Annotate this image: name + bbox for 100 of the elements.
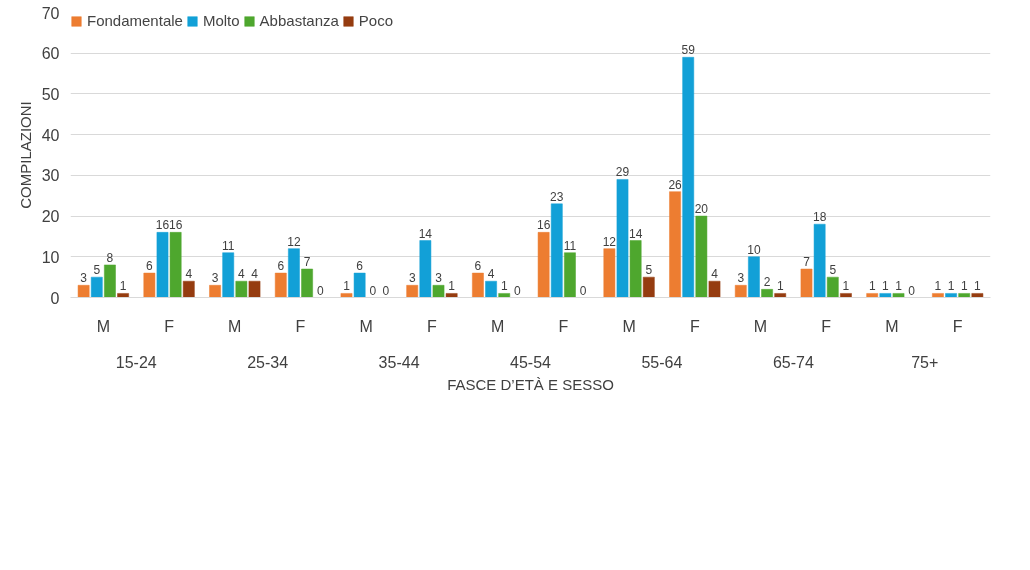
text: 25-34 bbox=[247, 353, 289, 371]
text: 45-54 bbox=[510, 353, 552, 371]
data-label: 1 bbox=[448, 279, 456, 294]
y-tick-label: 10 bbox=[41, 248, 60, 266]
bar bbox=[840, 293, 852, 298]
bar bbox=[143, 272, 156, 298]
bar bbox=[616, 179, 629, 298]
bar bbox=[945, 293, 957, 298]
data-label: 5 bbox=[645, 263, 653, 278]
bar bbox=[274, 272, 287, 298]
data-label: 0 bbox=[382, 283, 390, 298]
bar bbox=[169, 232, 182, 298]
data-label: 1 bbox=[895, 279, 903, 294]
data-label: 29 bbox=[615, 165, 630, 180]
data-label: 0 bbox=[316, 283, 324, 298]
y-tick-label: 60 bbox=[41, 45, 60, 63]
y-tick-label: 40 bbox=[41, 126, 60, 144]
bar bbox=[748, 256, 760, 298]
data-label: 3 bbox=[737, 271, 745, 286]
data-label: 1 bbox=[882, 279, 890, 294]
bar bbox=[104, 264, 116, 298]
legend-label: Poco bbox=[358, 12, 394, 29]
bar bbox=[550, 203, 563, 298]
data-label: 10 bbox=[747, 242, 761, 257]
data-label: 0 bbox=[579, 283, 587, 298]
data-label: 14 bbox=[418, 226, 433, 241]
bar bbox=[669, 191, 681, 298]
bar bbox=[734, 285, 747, 298]
x-tick-label: F bbox=[821, 317, 832, 335]
x-tick-label: M bbox=[753, 317, 768, 335]
data-label: 4 bbox=[487, 267, 495, 282]
bar bbox=[971, 293, 984, 298]
data-label: 16 bbox=[168, 218, 183, 233]
text: 15-24 bbox=[115, 353, 157, 371]
y-tick-label: 70 bbox=[41, 4, 60, 22]
bar bbox=[406, 285, 419, 298]
bar bbox=[353, 272, 366, 298]
bar bbox=[537, 232, 550, 298]
data-label: 1 bbox=[868, 279, 876, 294]
data-label: 3 bbox=[408, 271, 416, 286]
data-label: 3 bbox=[435, 271, 443, 286]
bar bbox=[485, 280, 497, 298]
y-tick-label: 30 bbox=[41, 167, 60, 185]
bar bbox=[419, 240, 432, 298]
data-label: 23 bbox=[550, 189, 564, 204]
data-label: 6 bbox=[146, 259, 154, 274]
bar bbox=[156, 232, 169, 298]
bar bbox=[813, 223, 826, 298]
bar bbox=[695, 215, 708, 298]
bar bbox=[77, 285, 90, 298]
data-label: 6 bbox=[474, 259, 482, 274]
bar bbox=[879, 293, 892, 298]
data-label: 0 bbox=[369, 283, 377, 298]
bar bbox=[826, 276, 839, 298]
bar bbox=[235, 280, 248, 298]
data-label: 20 bbox=[694, 202, 709, 217]
data-label: 16 bbox=[536, 218, 551, 233]
data-label: 16 bbox=[155, 218, 170, 233]
bar bbox=[117, 293, 129, 298]
data-label: 1 bbox=[343, 279, 351, 294]
x-tick-label: M bbox=[228, 317, 242, 335]
y-tick-label: 20 bbox=[41, 208, 60, 226]
x-tick-label: F bbox=[689, 317, 700, 335]
data-label: 1 bbox=[934, 279, 942, 294]
bar bbox=[182, 280, 195, 298]
bar bbox=[222, 252, 235, 298]
bar bbox=[708, 280, 721, 298]
data-label: 1 bbox=[119, 279, 127, 294]
data-label: 3 bbox=[80, 271, 88, 286]
data-label: 18 bbox=[812, 210, 827, 225]
x-tick-label: F bbox=[295, 317, 306, 335]
bar bbox=[472, 272, 484, 298]
data-label: 12 bbox=[602, 234, 617, 249]
bar bbox=[90, 276, 103, 298]
bar bbox=[445, 293, 458, 298]
text: 65-74 bbox=[772, 353, 814, 371]
data-label: 2 bbox=[763, 275, 771, 290]
data-label: 26 bbox=[668, 177, 683, 192]
bar bbox=[603, 248, 616, 298]
data-label: 3 bbox=[211, 271, 219, 286]
data-label: 7 bbox=[303, 255, 311, 269]
y-axis-title: COMPILAZIONI bbox=[16, 101, 34, 209]
text: 75+ bbox=[911, 353, 939, 371]
legend-label: Abbastanza bbox=[259, 12, 339, 29]
data-label: 1 bbox=[974, 279, 982, 294]
data-label: 1 bbox=[842, 279, 850, 294]
legend-label: Molto bbox=[202, 12, 240, 29]
data-label: 1 bbox=[500, 279, 508, 294]
data-label: 11 bbox=[563, 238, 577, 253]
data-label: 59 bbox=[681, 43, 696, 58]
data-label: 4 bbox=[185, 267, 193, 282]
bar bbox=[866, 293, 879, 298]
bar bbox=[800, 268, 813, 298]
data-label: 7 bbox=[803, 255, 811, 269]
x-tick-label: M bbox=[885, 317, 899, 335]
data-label: 0 bbox=[908, 283, 916, 298]
data-label: 6 bbox=[356, 259, 364, 274]
bar bbox=[301, 268, 313, 298]
y-tick-label: 0 bbox=[50, 289, 60, 307]
bar bbox=[774, 293, 787, 298]
